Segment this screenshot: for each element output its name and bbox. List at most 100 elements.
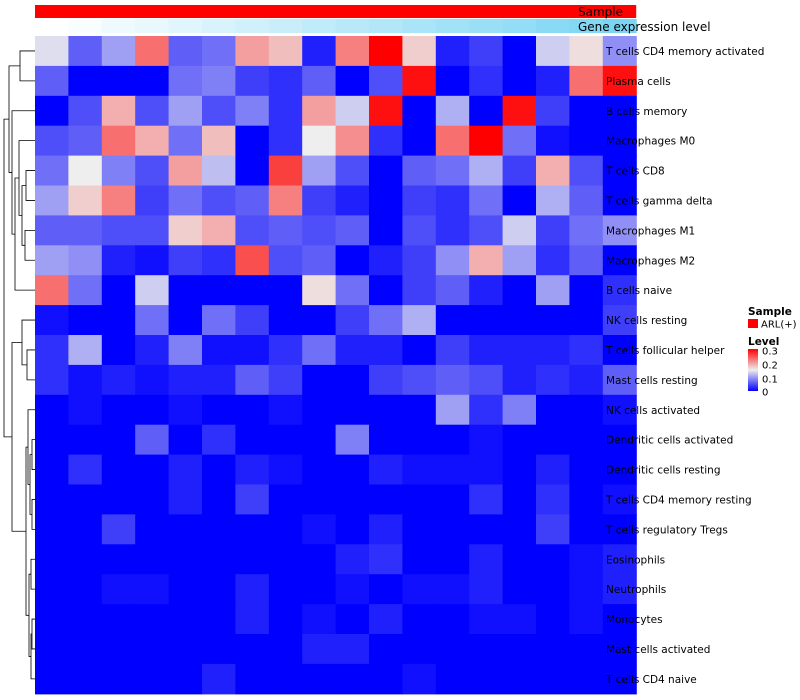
heatmap-cell — [602, 335, 637, 366]
heatmap-cell — [335, 125, 370, 157]
heatmap-cell — [101, 185, 136, 216]
heatmap-cell — [569, 335, 604, 366]
heatmap-cell — [569, 484, 604, 515]
heatmap-cell — [569, 215, 604, 246]
legend-sample-entry: ARL(+) — [761, 320, 797, 331]
dendrogram-branch — [18, 140, 35, 216]
heatmap-cell — [602, 305, 637, 336]
heatmap-cell — [302, 454, 337, 486]
heatmap-cell — [268, 275, 303, 306]
row-label: T cells CD4 memory activated — [605, 46, 764, 58]
heatmap-cell — [35, 514, 69, 545]
heatmap-cell — [35, 95, 69, 127]
heatmap-cell — [602, 574, 637, 605]
heatmap-cell — [536, 155, 570, 187]
heatmap-cell — [602, 514, 637, 545]
heatmap-cell — [135, 604, 170, 635]
heatmap-cell — [402, 484, 437, 515]
heatmap-cell — [569, 394, 604, 426]
heatmap-cell — [536, 574, 570, 605]
heatmap-cell — [502, 95, 537, 127]
heatmap-cell — [168, 65, 203, 97]
heatmap-cell — [536, 634, 570, 665]
heatmap-cell — [469, 95, 504, 127]
heatmap-cell — [268, 484, 303, 515]
heatmap-cell — [602, 185, 637, 216]
heatmap-cell — [402, 275, 437, 306]
heatmap-cell — [402, 215, 437, 246]
heatmap-cell — [569, 634, 604, 665]
heatmap-cell — [402, 514, 437, 545]
heatmap-cell — [202, 394, 236, 426]
row-label: Monocytes — [606, 614, 663, 626]
heatmap-cell — [135, 544, 170, 575]
heatmap-cell — [536, 604, 570, 635]
heatmap-cell — [335, 424, 370, 456]
row-label: B cells naive — [606, 285, 672, 297]
heatmap-cell — [68, 394, 103, 426]
dendrogram-branch — [25, 170, 35, 201]
heatmap-cell — [536, 65, 570, 97]
heatmap-cell — [235, 663, 270, 695]
heatmap-cell — [435, 663, 470, 695]
heatmap-cell — [68, 454, 103, 486]
heatmap-cell — [235, 634, 270, 665]
heatmap-cell — [202, 95, 236, 127]
row-label: Neutrophils — [606, 584, 666, 596]
heatmap-cell — [68, 604, 103, 635]
heatmap-cell — [68, 305, 103, 336]
heatmap-cell — [202, 514, 236, 545]
heatmap-cell — [469, 155, 504, 187]
row-label: Eosinophils — [606, 554, 665, 566]
heatmap-cell — [435, 95, 470, 127]
heatmap-cell — [469, 36, 504, 67]
heatmap-cell — [469, 454, 504, 486]
dendrogram-branch — [3, 118, 12, 438]
heatmap-cell — [235, 335, 270, 366]
heatmap-cell — [101, 484, 136, 515]
heatmap-cell — [202, 574, 236, 605]
heatmap-cell — [369, 36, 403, 67]
heatmap-cell — [335, 663, 370, 695]
heatmap-cell — [302, 484, 337, 515]
heatmap-cell — [369, 424, 403, 456]
heatmap-cell — [369, 95, 403, 127]
heatmap-cell — [369, 155, 403, 187]
row-labels: T cells CD4 memory activated Plasma cells… — [605, 46, 764, 686]
heatmap-cell — [235, 544, 270, 575]
heatmap-cell — [502, 364, 537, 396]
heatmap-cell — [502, 65, 537, 97]
heatmap-cell — [268, 305, 303, 336]
heatmap-cell — [101, 634, 136, 665]
heatmap-cell — [502, 335, 537, 366]
row-label: Mast cells activated — [606, 644, 710, 656]
heatmap-cell — [435, 185, 470, 216]
heatmap-cell — [602, 364, 637, 396]
heatmap-cell — [101, 454, 136, 486]
heatmap-cell — [268, 574, 303, 605]
legend: Sample ARL(+) Level 0.3 0.2 0.1 0 — [748, 306, 797, 399]
heatmap-cell — [202, 454, 236, 486]
heatmap-cell — [235, 424, 270, 456]
heatmap-cell — [302, 185, 337, 216]
heatmap-cell — [502, 215, 537, 246]
heatmap-cell — [135, 65, 170, 97]
heatmap-cell — [268, 364, 303, 396]
heatmap-cell — [335, 305, 370, 336]
heatmap-cell — [302, 36, 337, 67]
dendrogram-branch — [11, 110, 35, 235]
heatmap-cell — [35, 364, 69, 396]
heatmap-cell — [168, 663, 203, 695]
heatmap-cell — [335, 65, 370, 97]
heatmap-cell — [435, 634, 470, 665]
heatmap-cell — [68, 65, 103, 97]
heatmap-cell — [502, 514, 537, 545]
heatmap-cell — [569, 275, 604, 306]
heatmap-cell — [268, 65, 303, 97]
heatmap-cell — [268, 155, 303, 187]
heatmap-cell — [35, 424, 69, 456]
heatmap-cell — [101, 544, 136, 575]
heatmap-cell — [35, 275, 69, 306]
dendrogram-branch — [30, 558, 35, 590]
gene-annotation-cell — [302, 19, 337, 33]
